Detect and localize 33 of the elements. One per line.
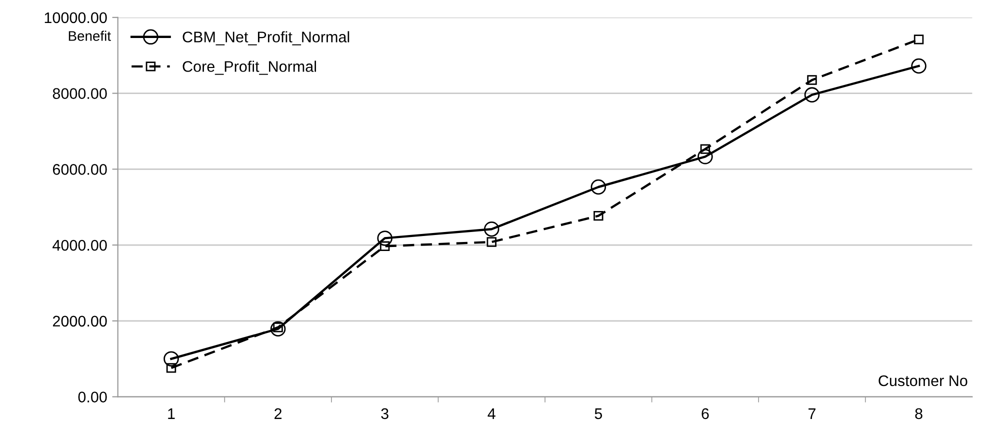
x-tick-label: 2 bbox=[274, 408, 282, 419]
x-tick-label: 8 bbox=[915, 408, 922, 420]
point bbox=[164, 351, 179, 366]
point bbox=[377, 230, 392, 246]
point bbox=[804, 87, 820, 102]
point bbox=[807, 75, 817, 85]
point bbox=[700, 144, 710, 154]
y-axis-title: Benefit bbox=[68, 30, 111, 41]
x-tick-label: 6 bbox=[702, 408, 709, 420]
x-tick-label: 3 bbox=[381, 408, 388, 420]
point bbox=[380, 241, 390, 252]
point bbox=[914, 34, 924, 44]
x-tick-label: 5 bbox=[594, 408, 602, 420]
point bbox=[270, 321, 286, 336]
x-tick-label: 4 bbox=[488, 408, 496, 419]
legend-label: CBM_Net_Profit_Normal bbox=[182, 31, 350, 46]
y-tick-label: 8000.00 bbox=[52, 88, 107, 99]
legend-label: Core_Profit_Normal bbox=[182, 60, 316, 75]
y-tick-label: 2000.00 bbox=[52, 316, 107, 327]
x-tick-label: 1 bbox=[168, 408, 175, 419]
x-tick-label: 7 bbox=[808, 408, 816, 419]
point bbox=[166, 363, 176, 373]
x-axis-title: Customer No bbox=[878, 375, 968, 386]
point bbox=[698, 149, 713, 164]
point bbox=[911, 58, 926, 74]
y-tick-label: 0.00 bbox=[78, 392, 107, 402]
point bbox=[486, 237, 496, 247]
point bbox=[594, 210, 604, 221]
y-tick-label: 4000.00 bbox=[52, 240, 107, 251]
point bbox=[484, 221, 500, 237]
y-tick-label: 6000.00 bbox=[52, 164, 107, 175]
point bbox=[590, 179, 606, 195]
y-tick-label: 10000.00 bbox=[44, 12, 107, 24]
